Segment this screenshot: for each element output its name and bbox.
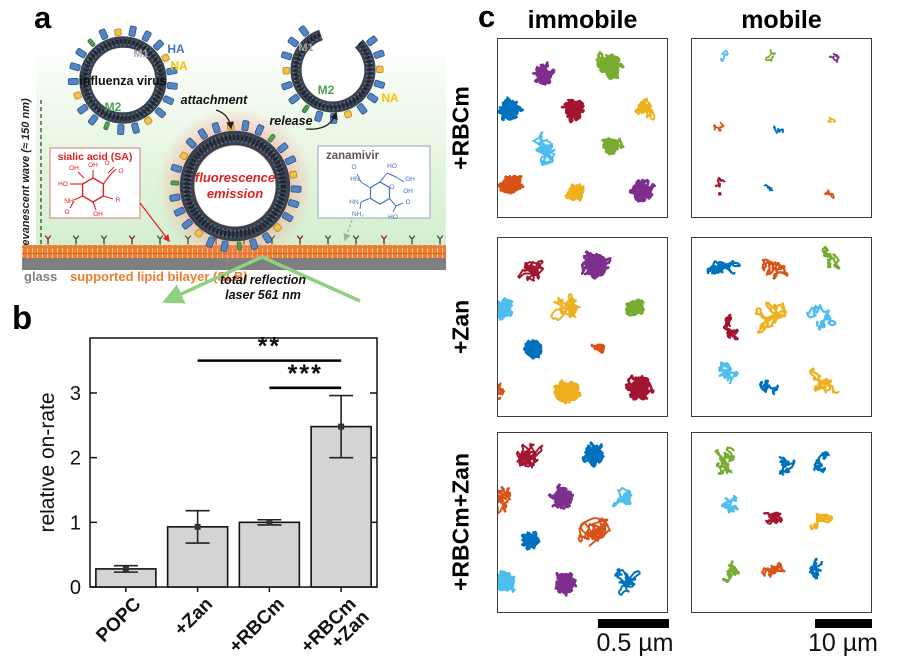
trajectory-canvas-rbcmzan-immobile <box>498 441 641 597</box>
svg-text:total reflection: total reflection <box>220 273 306 287</box>
svg-text:glass: glass <box>24 269 57 284</box>
trajectory-panel-rbcm-immobile <box>497 38 668 218</box>
svg-text:relative on-rate: relative on-rate <box>40 392 59 532</box>
svg-text:OH: OH <box>93 211 103 218</box>
column-header-immobile: immobile <box>527 6 638 34</box>
scale-bar-mobile <box>815 619 872 628</box>
svg-text:NA: NA <box>381 91 399 105</box>
svg-text:HO: HO <box>388 214 398 221</box>
svg-text:+Zan: +Zan <box>171 594 218 641</box>
column-header-mobile: mobile <box>741 6 822 34</box>
svg-text:release: release <box>269 114 312 128</box>
trajectory-panel-zan-immobile <box>497 237 668 417</box>
row-label-rbcm: +RBCm <box>447 86 474 170</box>
svg-text:OH: OH <box>69 165 79 172</box>
svg-text:O: O <box>118 168 123 175</box>
svg-text:emission: emission <box>207 186 263 201</box>
svg-text:OH: OH <box>403 188 413 195</box>
svg-text:M1: M1 <box>133 48 148 60</box>
svg-text:O: O <box>405 199 410 206</box>
row-label-rbcmzan: +RBCm+Zan <box>447 452 474 592</box>
svg-text:***: *** <box>288 360 323 388</box>
svg-text:laser 561 nm: laser 561 nm <box>225 288 301 302</box>
svg-text:O: O <box>351 164 356 171</box>
svg-text:influenza virus: influenza virus <box>79 74 167 88</box>
svg-text:NH: NH <box>64 198 74 205</box>
svg-text:POPC: POPC <box>92 593 145 646</box>
scale-bar-label-immobile: 0.5 µm <box>596 629 674 657</box>
trajectory-canvas-zan-mobile <box>706 245 841 396</box>
svg-text:+RBCm: +RBCm <box>225 594 289 658</box>
svg-text:NH₂: NH₂ <box>352 211 364 218</box>
svg-text:O: O <box>64 209 69 216</box>
svg-text:HA: HA <box>167 42 185 56</box>
trajectory-canvas-rbcmzan-mobile <box>714 446 834 584</box>
svg-text:fluorescence: fluorescence <box>195 170 275 185</box>
panel-label-a: a <box>34 0 52 35</box>
svg-text:attachment: attachment <box>181 93 249 107</box>
svg-text:3: 3 <box>70 383 81 405</box>
trajectory-panel-rbcmzan-mobile <box>691 432 872 613</box>
panel-a-schematic: evanescent wave (≈ 150 nm) glass supported… <box>20 25 446 304</box>
svg-text:zanamivir: zanamivir <box>326 150 380 162</box>
svg-text:O: O <box>389 184 394 191</box>
trajectory-panel-rbcm-mobile <box>691 38 872 218</box>
svg-text:HN: HN <box>350 176 360 183</box>
svg-text:**: ** <box>258 333 281 361</box>
svg-text:0: 0 <box>70 577 81 599</box>
scale-bar-immobile <box>598 619 669 628</box>
svg-text:O: O <box>104 160 109 167</box>
svg-text:M2: M2 <box>105 100 122 114</box>
svg-text:M1: M1 <box>298 42 313 54</box>
svg-text:NA: NA <box>170 59 188 73</box>
panel-label-b: b <box>12 299 33 336</box>
svg-text:1: 1 <box>70 512 81 534</box>
svg-text:HO: HO <box>58 181 68 188</box>
trajectory-panel-zan-mobile <box>691 237 872 417</box>
svg-text:OH: OH <box>88 162 98 169</box>
svg-text:HN: HN <box>349 199 359 206</box>
trajectory-panel-rbcmzan-immobile <box>497 432 668 613</box>
trajectory-canvas-rbcm-immobile <box>498 51 656 203</box>
trajectory-canvas-zan-immobile <box>498 250 655 405</box>
row-label-zan: +Zan <box>447 299 474 355</box>
svg-text:supported lipid bilayer (SLB): supported lipid bilayer (SLB) <box>70 269 248 284</box>
svg-text:OH: OH <box>405 176 415 183</box>
svg-text:M2: M2 <box>318 83 335 97</box>
svg-text:evanescent wave (≈ 150 nm): evanescent wave (≈ 150 nm) <box>20 98 32 246</box>
svg-text:2: 2 <box>70 448 81 470</box>
svg-text:R: R <box>116 197 121 204</box>
svg-text:HO: HO <box>387 163 397 170</box>
scale-bar-label-mobile: 10 µm <box>808 629 878 657</box>
panel-label-c: c <box>478 0 496 34</box>
svg-text:sialic acid (SA): sialic acid (SA) <box>58 151 133 163</box>
trajectory-canvas-rbcm-mobile <box>713 48 840 200</box>
